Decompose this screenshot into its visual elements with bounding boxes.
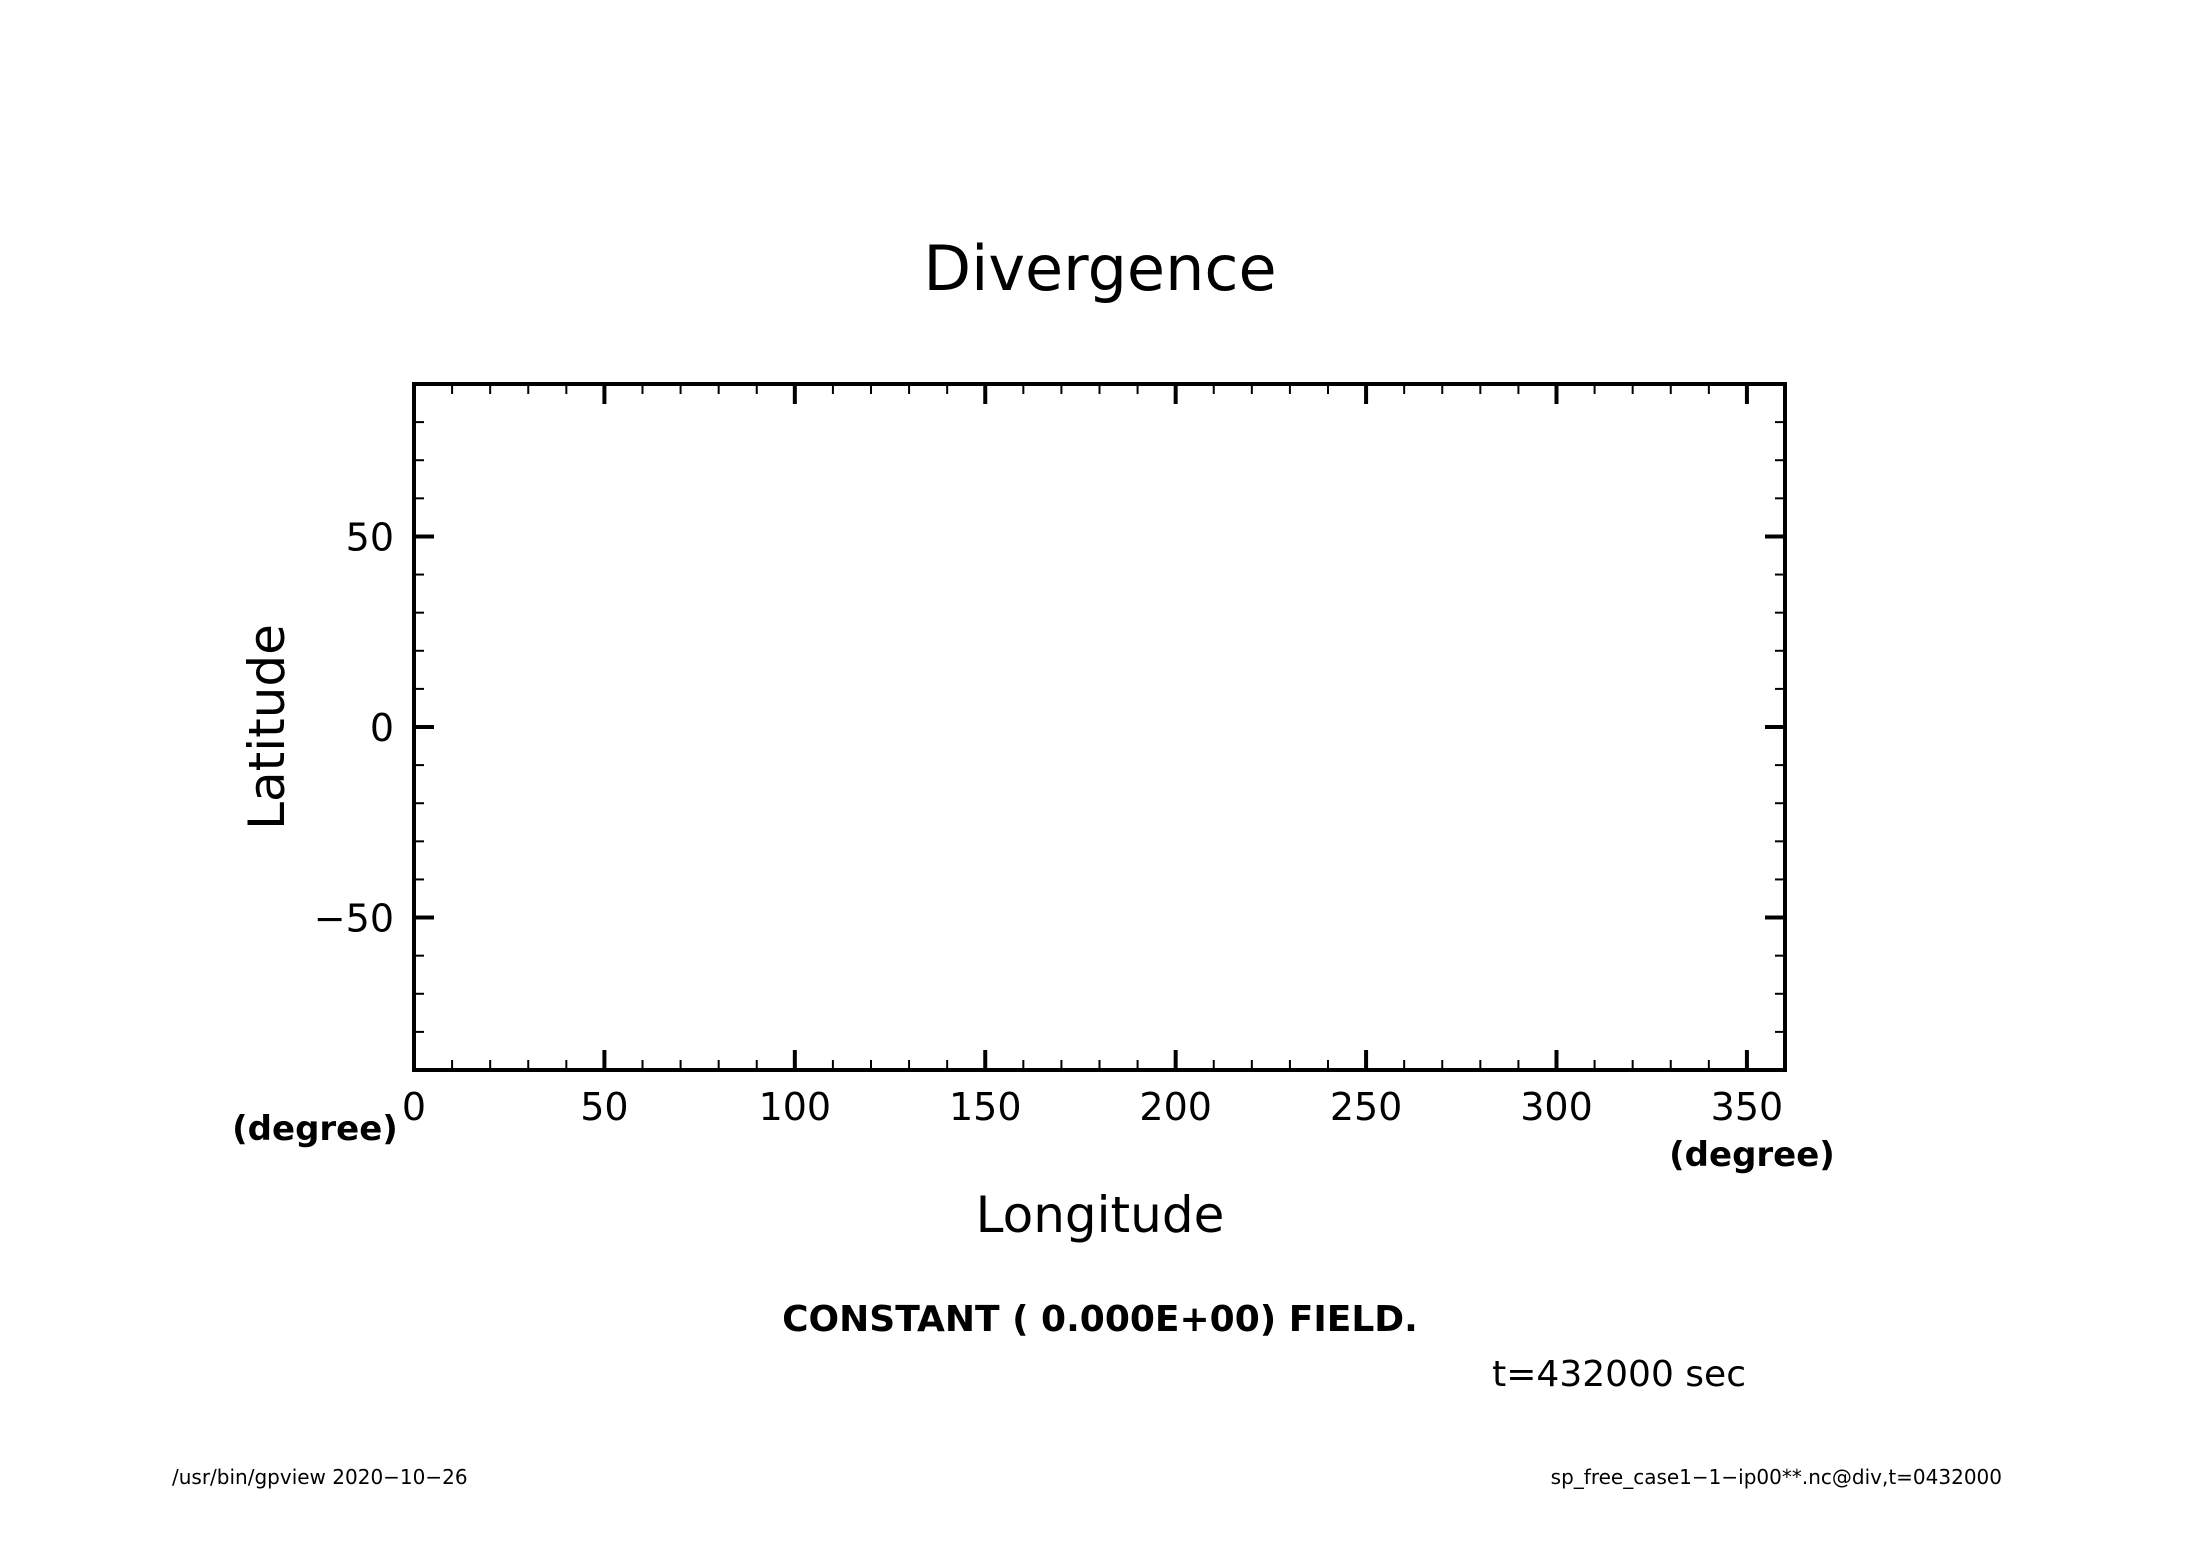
- plot-frame: [412, 382, 1787, 1072]
- x-unit-label-right: (degree): [1669, 1135, 1835, 1175]
- footer-right: sp_free_case1−1−ip00**.nc@div,t=0432000: [1551, 1465, 2002, 1489]
- x-tick-label: 150: [949, 1085, 1022, 1129]
- time-label: t=432000 sec: [1492, 1354, 1746, 1395]
- constant-field-message: CONSTANT ( 0.000E+00) FIELD.: [782, 1299, 1418, 1340]
- axis-ticks: [414, 384, 1785, 1070]
- x-tick-label: 250: [1330, 1085, 1403, 1129]
- y-tick-label: 50: [346, 515, 394, 559]
- x-tick-label: 0: [402, 1085, 426, 1129]
- x-tick-label: 350: [1711, 1085, 1784, 1129]
- y-tick-labels: 50 0 −50: [314, 515, 394, 940]
- x-tick-labels: 0 50 100 150 200 250 300 350: [402, 1085, 1783, 1129]
- x-tick-label: 100: [759, 1085, 832, 1129]
- y-tick-label: 0: [370, 706, 394, 750]
- x-unit-label-left: (degree): [232, 1109, 398, 1149]
- chart-title: Divergence: [923, 232, 1276, 305]
- x-tick-label: 50: [580, 1085, 628, 1129]
- x-axis-label: Longitude: [976, 1186, 1225, 1244]
- x-tick-label: 200: [1139, 1085, 1212, 1129]
- y-axis-label: Latitude: [238, 624, 296, 830]
- x-tick-label: 300: [1520, 1085, 1593, 1129]
- y-tick-label: −50: [314, 897, 394, 941]
- footer-left: /usr/bin/gpview 2020−10−26: [172, 1465, 468, 1489]
